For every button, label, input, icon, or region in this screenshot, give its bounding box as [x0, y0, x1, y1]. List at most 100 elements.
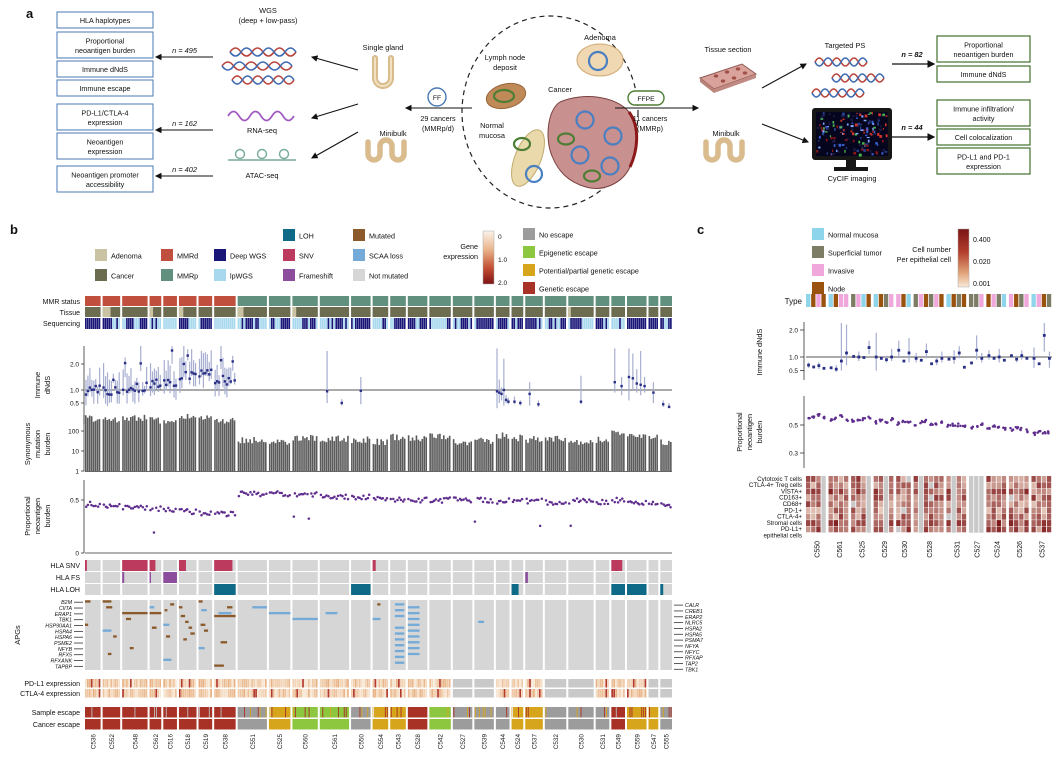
ffpe-caption: (MMRp) — [637, 124, 663, 133]
sequencing-cell — [335, 318, 338, 329]
sample-escape-tick — [629, 707, 631, 718]
sample-escape-tick — [453, 707, 455, 718]
neoantigen-dot — [850, 418, 854, 421]
cycif-pixel — [877, 118, 880, 121]
apg-cell — [478, 620, 485, 624]
expression-cell — [525, 679, 527, 688]
heat-cell — [851, 501, 856, 508]
neoantigen-dot — [439, 497, 442, 501]
atac-icon — [256, 148, 268, 160]
expression-cell — [423, 679, 426, 688]
sequencing-cell — [129, 318, 132, 329]
neoantigen-dot — [823, 416, 826, 420]
sample-escape-tick — [447, 707, 449, 718]
dnds-point — [528, 392, 531, 396]
neoantigen-dot — [551, 503, 555, 506]
expression-cell — [648, 679, 659, 688]
expression-cell — [623, 679, 625, 688]
sample-label: C536 — [90, 734, 97, 750]
heat-cell — [1014, 482, 1019, 489]
sequencing-cell — [574, 318, 576, 329]
cancer-escape-cell — [319, 719, 350, 730]
expression-cell — [294, 679, 297, 688]
expression-cell — [660, 679, 672, 688]
heat-cell — [946, 520, 951, 526]
dnds-point — [952, 356, 956, 360]
lymph-label: deposit — [493, 63, 517, 72]
gene-label: RFXAP — [685, 656, 703, 662]
heat-cell — [906, 520, 911, 526]
cycif-pixel — [821, 115, 824, 118]
dnds-point — [925, 350, 928, 353]
neoantigen-dot — [638, 503, 641, 506]
neoantigen-dot — [94, 504, 97, 508]
heat-cell — [906, 513, 911, 520]
dnds-point — [143, 389, 146, 392]
heat-gray-col — [979, 476, 984, 533]
dnds-point — [186, 354, 189, 357]
sequencing-cell — [325, 318, 328, 329]
cycif-pixel — [853, 147, 856, 151]
heat-cell — [956, 482, 962, 489]
wgs-icon — [231, 75, 295, 85]
burden-bar — [300, 440, 302, 471]
expression-cell — [194, 679, 197, 688]
heat-cell — [851, 507, 856, 514]
expression-cell — [568, 689, 594, 698]
heat-cell — [889, 488, 894, 495]
heat-cell — [913, 488, 918, 495]
hla-fs-cell — [429, 572, 451, 583]
expression-cell — [535, 689, 537, 698]
neoantigen-dot — [891, 416, 894, 420]
hla-snv-cell — [648, 560, 659, 571]
expression-cell — [329, 679, 332, 688]
hla-fs-cell — [85, 572, 101, 583]
heat-cell — [1001, 520, 1007, 526]
dnds-point — [194, 372, 197, 376]
neoantigen-dot — [946, 423, 950, 427]
assay-arrow — [761, 123, 810, 144]
expression-cell — [210, 689, 212, 698]
cancer-label: Cancer — [548, 85, 572, 94]
sequencing-cell — [284, 318, 287, 329]
burden-bar — [576, 440, 578, 471]
expression-cell — [372, 679, 375, 688]
expression-cell — [126, 679, 128, 688]
heat-cell — [934, 507, 939, 514]
legend-label: Invasive — [828, 267, 854, 276]
minibulk-label: Minibulk — [712, 129, 739, 138]
sample-escape-tick — [337, 707, 339, 718]
burden-bar — [615, 432, 617, 471]
neoantigen-dot — [1026, 430, 1029, 434]
sample-escape-tick — [606, 707, 607, 718]
heat-cell — [1041, 488, 1047, 495]
cycif-pixel — [854, 123, 858, 127]
apg-cell — [394, 609, 405, 612]
heat-cell — [939, 501, 944, 508]
expression-cell — [102, 679, 105, 688]
heat-cell — [828, 520, 833, 526]
dnds-point — [210, 368, 213, 371]
legend-label: No escape — [539, 231, 573, 240]
burden-bar — [174, 420, 177, 471]
neoantigen-dot — [499, 499, 502, 503]
neoantigen-dot — [573, 499, 577, 503]
heat-cell — [913, 513, 918, 520]
cycif-pixel — [885, 115, 888, 117]
heat-cell — [856, 482, 861, 489]
expression-cell — [409, 689, 412, 698]
gland-ring-green — [492, 88, 516, 104]
burden-bar — [444, 439, 447, 471]
dnds-point — [149, 386, 152, 389]
sequencing-cell — [341, 318, 343, 329]
sequencing-cell — [599, 318, 602, 329]
output-box-label: Neoantigen promoter — [71, 170, 139, 179]
burden-bar — [419, 441, 422, 471]
sequencing-cell — [186, 318, 189, 329]
heat-cell — [1019, 507, 1024, 514]
cycif-pixel — [860, 123, 862, 126]
sequencing-cell — [296, 318, 298, 329]
sample-escape-tick — [645, 707, 647, 718]
sample-escape-tick — [482, 707, 484, 718]
expression-cell — [296, 689, 299, 698]
